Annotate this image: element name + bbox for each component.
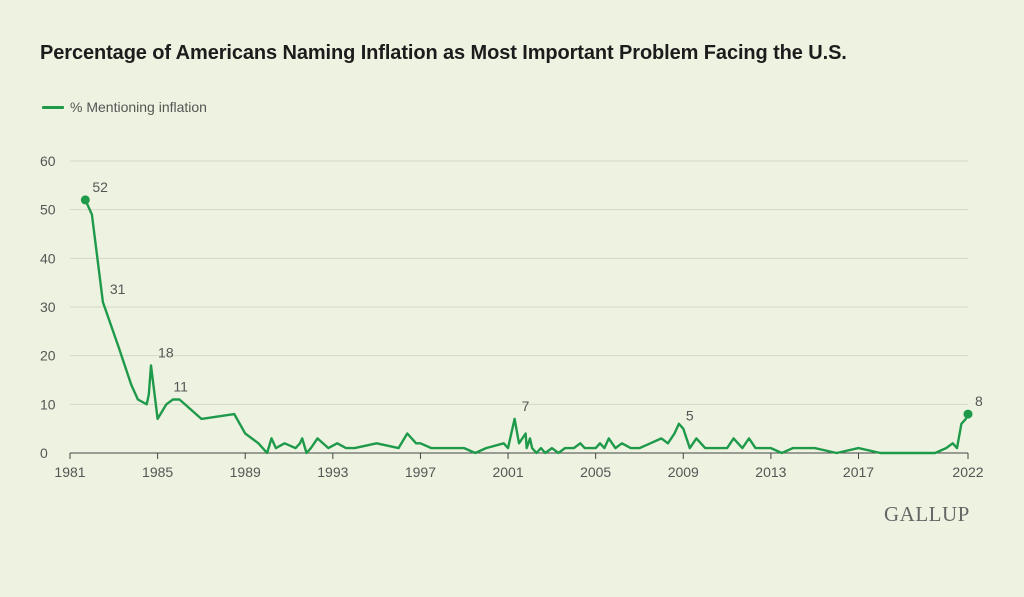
x-tick-label: 2017 [843,464,874,480]
data-label: 31 [110,281,126,297]
legend-label: % Mentioning inflation [70,99,207,115]
x-tick-label: 1985 [142,464,173,480]
y-tick-label: 30 [40,299,56,315]
data-label: 7 [522,398,530,414]
data-point-marker [963,409,973,419]
y-tick-label: 0 [40,445,48,461]
y-tick-label: 60 [40,153,56,169]
y-tick-label: 10 [40,396,56,412]
x-tick-label: 2022 [952,464,983,480]
x-tick-label: 2013 [755,464,786,480]
y-tick-label: 40 [40,250,56,266]
y-tick-label: 20 [40,348,56,364]
data-point-marker [80,195,90,205]
x-tick-label: 2009 [668,464,699,480]
data-label: 52 [92,179,108,195]
data-label: 18 [158,344,174,360]
x-tick-label: 1989 [230,464,261,480]
data-label: 5 [686,408,694,424]
y-tick-label: 50 [40,202,56,218]
x-tick-label: 1981 [54,464,85,480]
chart-title: Percentage of Americans Naming Inflation… [40,42,847,64]
legend: % Mentioning inflation [42,99,207,115]
x-tick-label: 1993 [317,464,348,480]
x-tick-label: 1997 [405,464,436,480]
gallup-logo: GALLUP [884,502,970,526]
series-line [84,198,970,455]
x-tick-label: 2001 [492,464,523,480]
data-label: 11 [173,378,188,394]
data-label: 8 [975,393,983,409]
x-tick-label: 2005 [580,464,611,480]
legend-swatch [42,105,64,109]
